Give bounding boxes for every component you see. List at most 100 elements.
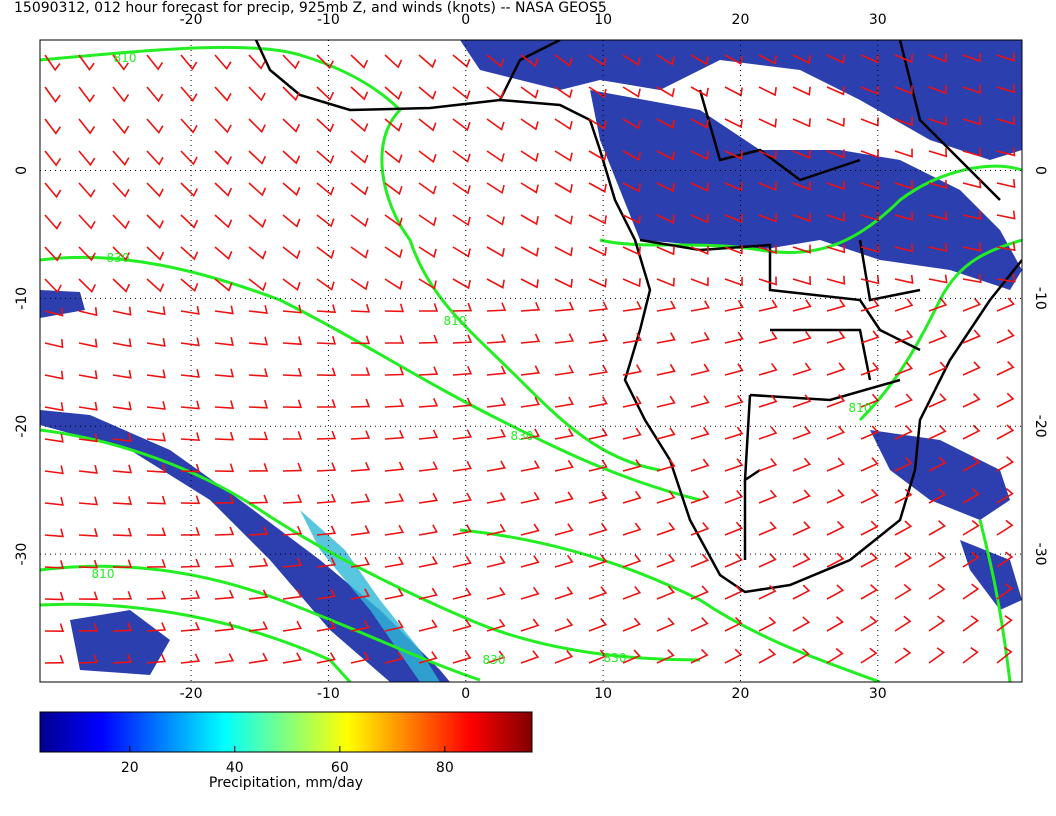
wind-barb <box>112 496 133 505</box>
wind-barb <box>112 338 132 348</box>
wind-barb <box>860 330 880 344</box>
wind-barb <box>860 180 879 190</box>
wind-barb <box>146 558 167 568</box>
wind-barb <box>282 214 301 228</box>
wind-barb <box>520 491 540 504</box>
wind-barb <box>452 650 472 664</box>
wind-barb <box>894 117 913 127</box>
wind-barb <box>928 583 946 600</box>
wind-barb <box>248 336 268 346</box>
wind-barb <box>520 650 540 664</box>
wind-barb <box>316 430 337 440</box>
wind-barb <box>452 555 472 568</box>
y-tick-label: -30 <box>14 543 30 566</box>
wind-barb <box>792 330 812 344</box>
wind-barb <box>146 54 164 71</box>
wind-barb <box>758 426 778 440</box>
wind-barb <box>112 590 133 600</box>
wind-barb <box>112 214 130 230</box>
wind-barb <box>962 116 982 126</box>
wind-barb <box>622 554 642 568</box>
wind-barb <box>996 178 1016 189</box>
wind-barb <box>214 589 235 600</box>
wind-barb <box>996 615 1013 632</box>
wind-barb <box>452 619 472 632</box>
wind-barb <box>78 338 98 348</box>
wind-barb <box>78 464 98 474</box>
wind-barb <box>214 463 235 473</box>
wind-barb <box>554 523 574 536</box>
wind-barb <box>690 617 709 632</box>
wind-barb <box>622 54 641 67</box>
wind-barb <box>690 363 710 376</box>
wind-barb <box>860 615 878 632</box>
wind-barb <box>996 583 1014 600</box>
wind-barb <box>996 210 1016 220</box>
wind-barb <box>350 620 370 632</box>
wind-barb <box>928 329 948 344</box>
wind-barb <box>452 118 471 132</box>
wind-barb <box>826 584 845 600</box>
wind-barb <box>826 181 845 191</box>
wind-barb <box>44 339 64 349</box>
wind-barb <box>962 392 981 408</box>
wind-barb <box>758 276 777 286</box>
wind-barb <box>588 246 607 257</box>
wind-barb <box>826 149 845 159</box>
wind-barb <box>656 617 675 632</box>
wind-barb <box>826 330 846 344</box>
height-contours <box>40 45 1022 682</box>
wind-barb <box>316 399 337 408</box>
wind-barb <box>282 118 301 133</box>
wind-barb <box>486 492 506 504</box>
wind-barb <box>350 588 370 600</box>
wind-barb <box>962 179 982 189</box>
wind-barb <box>656 214 675 224</box>
wind-barb <box>282 620 303 632</box>
wind-barb <box>350 118 369 133</box>
wind-barb <box>622 395 642 408</box>
wind-barb <box>452 460 473 472</box>
wind-barb <box>690 426 710 440</box>
wind-barb <box>486 587 506 600</box>
wind-barb <box>248 278 267 292</box>
wind-barb <box>792 244 811 254</box>
wind-barb <box>180 558 201 568</box>
wind-barb <box>282 150 301 165</box>
wind-barb <box>350 430 371 440</box>
wind-barb <box>180 150 198 166</box>
wind-barb <box>860 520 879 536</box>
wind-barb <box>384 214 403 227</box>
wind-barb <box>350 461 371 472</box>
wind-barb <box>554 118 573 131</box>
wind-barb <box>248 557 269 568</box>
wind-barb <box>520 555 540 568</box>
wind-barb <box>384 118 403 132</box>
wind-barb <box>792 54 811 65</box>
wind-barb <box>724 86 743 97</box>
wind-barb <box>758 458 778 472</box>
wind-barb <box>214 400 235 410</box>
wind-barb <box>996 646 1013 664</box>
wind-barb <box>112 464 132 474</box>
wind-barb <box>146 278 165 293</box>
wind-barb <box>792 299 812 312</box>
wind-barb <box>724 299 744 312</box>
wind-barb <box>520 428 540 440</box>
wind-barb <box>656 458 676 472</box>
wind-barb <box>418 118 437 132</box>
wind-barb <box>384 150 403 164</box>
wind-barb <box>724 150 743 160</box>
wind-barb <box>520 586 540 600</box>
wind-barb <box>554 214 573 225</box>
wind-barb <box>690 490 710 504</box>
wind-barb <box>996 392 1015 408</box>
wind-barb <box>418 278 437 290</box>
x-tick-label: 0 <box>461 686 470 702</box>
wind-barb <box>996 273 1016 283</box>
y-tick-label: 0 <box>14 166 30 175</box>
wind-barb <box>214 54 232 70</box>
wind-barb <box>826 362 846 376</box>
wind-barb <box>588 86 607 99</box>
